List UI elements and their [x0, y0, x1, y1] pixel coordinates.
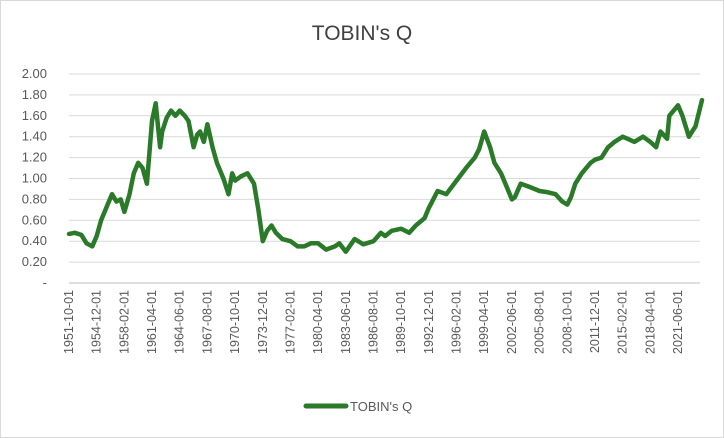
x-tick-label: 2015-02-01 — [616, 290, 630, 354]
x-tick-label: 1986-08-01 — [367, 290, 381, 354]
x-tick-label: 1964-06-01 — [173, 290, 187, 354]
x-tick-label: 2011-12-01 — [588, 290, 602, 353]
y-tick-label: 0.60 — [22, 212, 47, 227]
x-tick-label: 1977-02-01 — [283, 290, 297, 354]
series-line-tobins-q — [66, 97, 705, 254]
x-tick-label: 2018-04-01 — [643, 290, 657, 354]
series-group — [66, 97, 705, 254]
x-tick-label: 1973-12-01 — [256, 290, 270, 354]
x-tick-label: 1980-04-01 — [311, 290, 325, 354]
x-tick-label: 1992-12-01 — [422, 290, 436, 354]
y-tick-label: 0.40 — [22, 233, 47, 248]
x-tick-label: 2005-08-01 — [533, 290, 547, 354]
x-tick-label: 2008-10-01 — [560, 290, 574, 354]
legend-label: TOBIN's Q — [350, 399, 412, 414]
chart-title: TOBIN's Q — [312, 22, 412, 45]
y-tick-label: 0.80 — [22, 191, 47, 206]
y-tick-label: 1.40 — [22, 129, 47, 144]
y-tick-label: 0.20 — [22, 254, 47, 269]
x-tick-label: 2021-06-01 — [671, 290, 685, 354]
x-tick-label: 1961-04-01 — [145, 290, 159, 354]
x-tick-label: 1999-04-01 — [477, 290, 491, 354]
x-tick-label: 2002-06-01 — [505, 290, 519, 354]
x-tick-label: 1989-10-01 — [394, 290, 408, 354]
x-tick-label: 1970-10-01 — [228, 290, 242, 354]
x-tick-label: 1983-06-01 — [339, 290, 353, 354]
y-tick-label: 1.60 — [22, 108, 47, 123]
y-tick-label: - — [43, 275, 47, 290]
x-axis-ticks: 1951-10-01 1954-12-01 1958-02-01 1961-04-01… — [62, 290, 685, 354]
y-tick-label: 1.00 — [22, 171, 47, 186]
y-tick-label: 1.20 — [22, 150, 47, 165]
y-tick-label: 2.00 — [22, 66, 47, 81]
x-tick-label: 1954-12-01 — [90, 290, 104, 354]
y-tick-label: 1.80 — [22, 87, 47, 102]
x-tick-label: 1967-08-01 — [200, 290, 214, 354]
legend: TOBIN's Q — [303, 399, 412, 414]
x-tick-label: 1951-10-01 — [62, 290, 76, 354]
x-tick-label: 1996-02-01 — [450, 290, 464, 354]
gridlines — [69, 73, 700, 284]
x-tick-label: 1958-02-01 — [117, 290, 131, 354]
y-axis-ticks: - 0.20 0.40 0.60 0.80 1.00 1.20 1.40 1.60 1.80 2.0… — [22, 66, 47, 290]
